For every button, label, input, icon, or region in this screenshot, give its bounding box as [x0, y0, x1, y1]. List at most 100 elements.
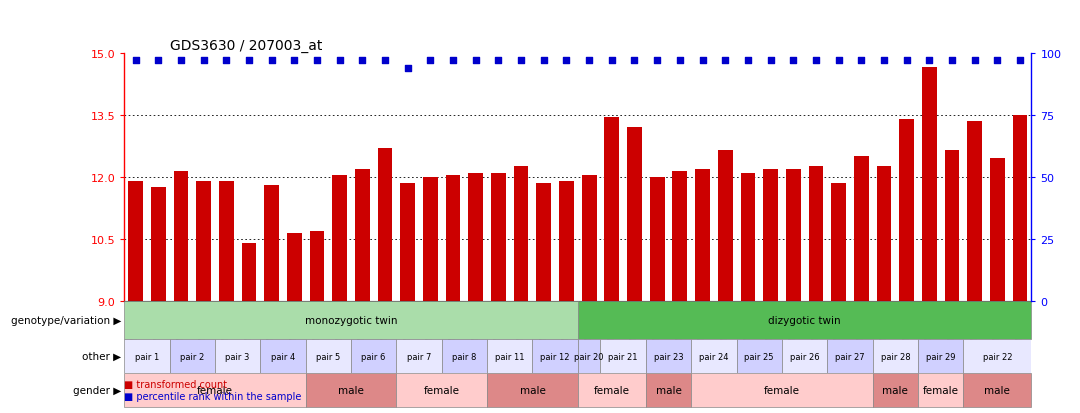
Text: pair 29: pair 29 [926, 352, 956, 361]
Point [353, 58, 370, 64]
Point [399, 65, 416, 72]
Bar [537, 183, 551, 301]
Text: pair 21: pair 21 [608, 352, 638, 361]
Bar [442, 339, 487, 373]
Text: pair 11: pair 11 [495, 352, 525, 361]
Text: pair 24: pair 24 [699, 352, 729, 361]
Bar [124, 339, 170, 373]
Bar [764, 169, 778, 301]
Text: gender ▶: gender ▶ [73, 385, 121, 395]
Bar [873, 339, 918, 373]
Bar [963, 373, 1031, 407]
Bar [219, 182, 233, 301]
Text: dizygotic twin: dizygotic twin [768, 315, 841, 325]
Bar [396, 373, 487, 407]
Text: pair 20: pair 20 [575, 352, 604, 361]
Bar [215, 339, 260, 373]
Point [149, 58, 166, 64]
Bar [396, 339, 442, 373]
Bar [174, 171, 188, 301]
Bar [627, 128, 642, 301]
Text: female: female [922, 385, 959, 395]
Text: genotype/variation ▶: genotype/variation ▶ [11, 315, 121, 325]
Bar [197, 182, 211, 301]
Point [671, 58, 689, 64]
Text: male: male [882, 385, 908, 395]
Point [489, 58, 508, 64]
Point [217, 58, 235, 64]
Text: pair 1: pair 1 [135, 352, 159, 361]
Text: female: female [594, 385, 630, 395]
Bar [378, 149, 392, 301]
Text: male: male [985, 385, 1010, 395]
Point [920, 58, 937, 64]
Text: pair 6: pair 6 [362, 352, 386, 361]
Point [944, 58, 961, 64]
Text: other ▶: other ▶ [82, 351, 121, 361]
Point [264, 58, 281, 64]
Point [557, 58, 575, 64]
Text: pair 7: pair 7 [407, 352, 431, 361]
Text: pair 4: pair 4 [271, 352, 295, 361]
Point [467, 58, 484, 64]
Bar [423, 178, 437, 301]
Text: pair 3: pair 3 [226, 352, 249, 361]
Bar [990, 159, 1004, 301]
Bar [918, 339, 963, 373]
Bar [333, 176, 347, 301]
Bar [265, 185, 279, 301]
Bar [963, 339, 1031, 373]
Bar [514, 167, 528, 301]
Bar [691, 339, 737, 373]
Point [988, 58, 1005, 64]
Bar [306, 373, 396, 407]
Point [603, 58, 620, 64]
Point [897, 58, 915, 64]
Bar [124, 301, 578, 339]
Point [309, 58, 326, 64]
Bar [832, 183, 846, 301]
Bar [310, 231, 324, 301]
Text: pair 12: pair 12 [540, 352, 570, 361]
Bar [355, 169, 369, 301]
Text: monozygotic twin: monozygotic twin [305, 315, 397, 325]
Bar [260, 339, 306, 373]
Bar [605, 118, 619, 301]
Bar [945, 151, 959, 301]
Point [194, 58, 212, 64]
Point [421, 58, 438, 64]
Point [875, 58, 892, 64]
Bar [124, 373, 306, 407]
Point [512, 58, 529, 64]
Bar [446, 176, 460, 301]
Point [445, 58, 462, 64]
Point [717, 58, 734, 64]
Bar [559, 182, 573, 301]
Point [240, 58, 257, 64]
Bar [650, 178, 664, 301]
Point [535, 58, 552, 64]
Bar [242, 243, 256, 301]
Bar [582, 176, 596, 301]
Bar [487, 339, 532, 373]
Text: pair 2: pair 2 [180, 352, 204, 361]
Text: male: male [519, 385, 545, 395]
Bar [469, 173, 483, 301]
Bar [1013, 116, 1027, 301]
Bar [922, 68, 936, 301]
Point [625, 58, 643, 64]
Bar [782, 339, 827, 373]
Point [829, 58, 847, 64]
Text: GDS3630 / 207003_at: GDS3630 / 207003_at [170, 39, 322, 53]
Point [127, 58, 145, 64]
Text: pair 22: pair 22 [983, 352, 1012, 361]
Bar [718, 151, 732, 301]
Bar [786, 169, 800, 301]
Point [1011, 58, 1028, 64]
Bar [487, 373, 578, 407]
Bar [351, 339, 396, 373]
Bar [600, 339, 646, 373]
Text: pair 26: pair 26 [789, 352, 820, 361]
Text: pair 23: pair 23 [653, 352, 684, 361]
Point [852, 58, 869, 64]
